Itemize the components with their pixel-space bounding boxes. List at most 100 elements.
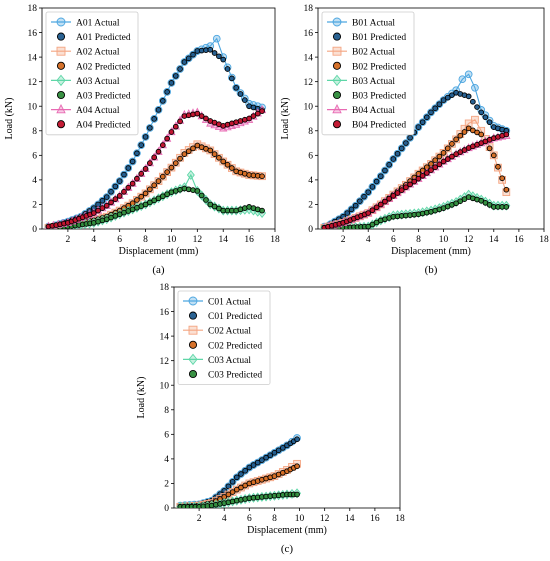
data-point (233, 474, 240, 481)
legend-marker (188, 340, 198, 349)
data-point (457, 132, 464, 139)
y-tick-label: 8 (308, 127, 313, 137)
data-point (121, 188, 127, 195)
data-point (129, 180, 136, 187)
data-point (151, 116, 158, 122)
data-point (181, 151, 188, 157)
data-point (116, 178, 123, 184)
legend-label: C01 Predicted (208, 312, 262, 322)
x-tick-label: 4 (91, 235, 96, 245)
data-point (382, 167, 388, 174)
x-axis-label: Displacement (mm) (247, 525, 327, 536)
data-point (444, 145, 451, 152)
data-point (185, 55, 192, 62)
x-tick-label: 6 (247, 514, 252, 524)
data-point (390, 156, 397, 162)
data-point (259, 207, 265, 214)
data-point (271, 449, 278, 456)
legend-label: B02 Predicted (352, 62, 406, 72)
data-point (242, 467, 248, 474)
legend-entry: A01 Actual (51, 17, 120, 29)
data-point (394, 150, 401, 157)
data-point (411, 178, 418, 185)
data-point (398, 187, 405, 193)
legend-label: B02 Actual (352, 48, 395, 58)
data-point (478, 131, 485, 138)
data-point (129, 158, 136, 165)
series-a03-predicted (45, 185, 265, 229)
data-point (415, 124, 422, 130)
y-tick-label: 2 (308, 201, 313, 211)
data-point (458, 75, 467, 84)
data-point (486, 119, 493, 126)
x-tick-label: 18 (539, 235, 549, 245)
data-point (361, 193, 367, 200)
legend-marker (188, 369, 198, 379)
x-tick-label: 2 (66, 235, 71, 245)
data-point (159, 142, 166, 148)
data-point (250, 113, 257, 119)
data-point (357, 198, 363, 205)
y-tick-label: 12 (160, 357, 170, 367)
legend-marker (188, 325, 198, 335)
data-point (373, 178, 380, 185)
data-point (250, 462, 257, 468)
data-point (386, 161, 392, 168)
data-point (478, 109, 485, 116)
legend-entry: A04 Predicted (56, 120, 131, 131)
x-tick-label: 12 (193, 235, 203, 245)
axes-frame (41, 7, 276, 230)
data-point (294, 436, 300, 443)
legend-marker (332, 120, 342, 129)
data-point (211, 50, 218, 56)
data-point (99, 197, 106, 204)
data-point (254, 110, 261, 117)
y-tick-label: 4 (32, 176, 37, 186)
panel-label: (c) (281, 543, 294, 555)
data-point (398, 145, 405, 152)
data-point (259, 457, 265, 463)
data-point (373, 204, 380, 211)
data-point (440, 158, 447, 165)
data-point (419, 119, 426, 126)
data-point (407, 181, 413, 188)
legend-entry: C01 Predicted (188, 311, 262, 322)
legend-label: A02 Predicted (76, 62, 131, 72)
data-point (449, 153, 455, 160)
x-tick-label: 10 (167, 235, 177, 245)
data-point (428, 109, 434, 116)
legend-entry: C03 Predicted (188, 369, 262, 381)
data-point (267, 452, 274, 459)
legend-entry: C02 Predicted (188, 340, 262, 351)
data-point (499, 175, 505, 182)
legend-marker (56, 61, 66, 70)
data-layer (320, 70, 511, 229)
data-point (186, 170, 195, 180)
data-point (112, 183, 119, 190)
legend-entry: A03 Actual (51, 74, 120, 87)
legend-marker (188, 311, 198, 320)
x-tick-label: 14 (489, 235, 499, 245)
legend-marker (332, 74, 342, 87)
x-tick-label: 6 (117, 235, 122, 245)
data-point (382, 198, 388, 205)
series-a04-predicted (45, 108, 265, 229)
y-tick-label: 16 (160, 308, 170, 318)
y-tick-label: 18 (304, 4, 314, 14)
x-tick-label: 16 (514, 235, 524, 245)
data-point (419, 167, 426, 174)
data-point (103, 202, 110, 209)
data-point (220, 158, 227, 165)
data-point (503, 131, 510, 138)
data-point (168, 80, 175, 86)
x-tick-label: 4 (222, 514, 227, 524)
y-tick-label: 0 (32, 225, 37, 235)
legend-label: B03 Predicted (352, 92, 406, 102)
data-point (482, 114, 489, 121)
y-tick-label: 8 (32, 127, 37, 137)
data-point (225, 483, 232, 490)
data-point (172, 123, 179, 130)
data-point (121, 171, 127, 178)
data-point (246, 115, 252, 122)
